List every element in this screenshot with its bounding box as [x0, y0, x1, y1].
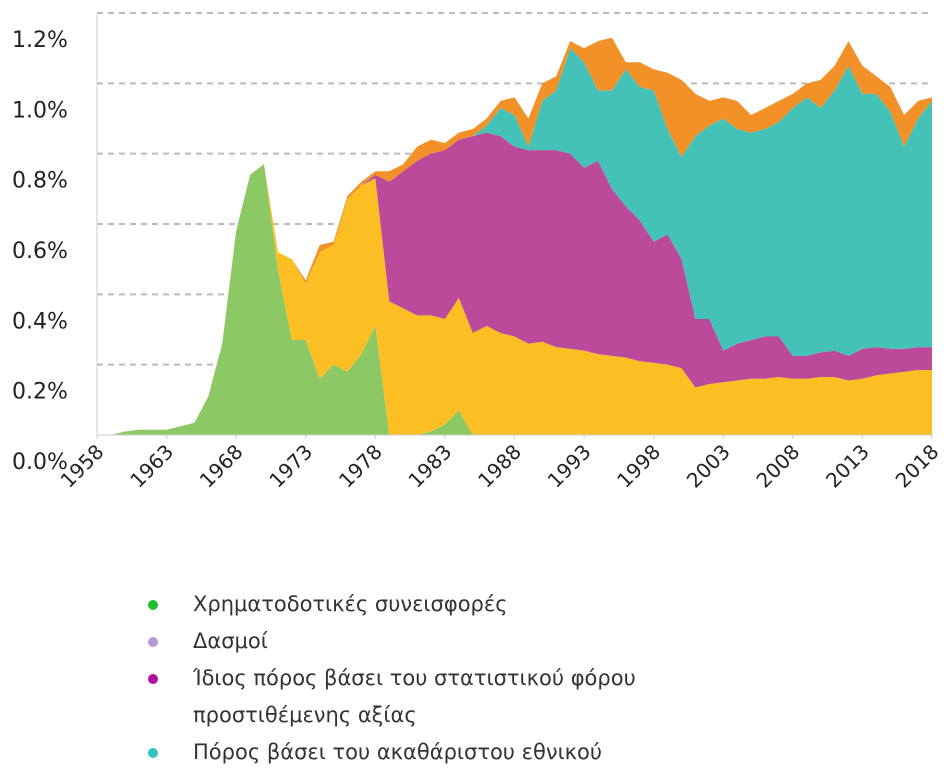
x-tick-label: 2013	[821, 440, 874, 493]
x-tick-label: 1983	[403, 440, 456, 493]
y-tick-label: 0.4%	[12, 309, 68, 334]
page: 0.0% 0.2% 0.4% 0.6% 0.8% 1.0% 1.2% 1958 1963 1968…	[12, 12, 944, 764]
y-tick-label: 0.6%	[12, 239, 68, 264]
legend-label: Δασμοί	[193, 629, 268, 653]
legend: Χρηματοδοτικές συνεισφορές Δασμοί Ίδιος πό…	[140, 586, 740, 771]
x-tick-label: 1988	[473, 440, 526, 493]
legend-marker	[148, 674, 158, 684]
legend-marker	[148, 637, 158, 647]
legend-marker	[148, 748, 158, 758]
area	[97, 164, 932, 435]
x-tick-label: 1978	[334, 440, 387, 493]
y-tick-label: 0.8%	[12, 169, 68, 194]
area	[97, 132, 932, 436]
x-tick-label: 2018	[891, 440, 944, 493]
legend-item: Χρηματοδοτικές συνεισφορές	[140, 586, 733, 623]
legend-label: Πόρος βάσει του ακαθάριστου εθνικού	[193, 740, 603, 764]
x-tick-label: 2008	[751, 440, 804, 493]
legend-label: Ίδιος πόρος βάσει του στατιστικού φόρου …	[193, 666, 636, 727]
y-tick-label: 1.2%	[12, 28, 68, 53]
x-tick-label: 1993	[543, 440, 596, 493]
area	[97, 48, 932, 436]
chart: 0.0%0.2%0.4%0.6%0.8%1.0%1.2%1958 1963 1968…	[12, 12, 944, 493]
legend-item: Δασμοί	[140, 623, 733, 660]
legend-marker	[148, 600, 158, 610]
y-tick-label: 0.0%	[12, 450, 68, 475]
legend-item: Πόρος βάσει του ακαθάριστου εθνικού	[140, 734, 733, 771]
area	[97, 164, 932, 435]
x-tick-label: 1973	[264, 440, 317, 493]
x-tick-label: 1998	[612, 440, 665, 493]
x-tick-label: 2003	[682, 440, 735, 493]
legend-label: Χρηματοδοτικές συνεισφορές	[193, 592, 508, 616]
x-tick-label: 1968	[195, 440, 248, 493]
legend-item: Ίδιος πόρος βάσει του στατιστικού φόρου …	[140, 660, 733, 734]
y-tick-label: 0.2%	[12, 380, 68, 405]
y-tick-label: 1.0%	[12, 98, 68, 123]
x-tick-label: 1963	[125, 440, 178, 493]
